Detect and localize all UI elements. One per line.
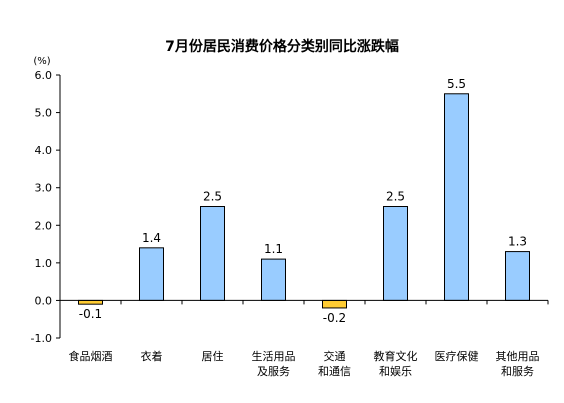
bar bbox=[78, 299, 103, 305]
data-label: 2.5 bbox=[203, 190, 222, 204]
category-label: 生活用品 bbox=[252, 349, 296, 363]
y-tick-label: 6.0 bbox=[35, 69, 53, 82]
bar bbox=[261, 258, 286, 301]
category-label: 食品烟酒 bbox=[69, 349, 113, 363]
category-label: 医疗保健 bbox=[435, 349, 479, 363]
data-label: 1.1 bbox=[264, 242, 283, 256]
y-tick-label: 3.0 bbox=[35, 182, 53, 195]
category-label: 居住 bbox=[202, 349, 224, 363]
bar bbox=[322, 299, 347, 309]
data-labels: -0.1 1.4 2.5 1.1 -0.2 2.5 5.5 1.3 bbox=[79, 77, 527, 325]
bar bbox=[139, 247, 164, 301]
category-label: 教育文化 bbox=[374, 349, 418, 363]
data-label: 2.5 bbox=[386, 190, 405, 204]
y-tick-label: 2.0 bbox=[35, 219, 53, 232]
category-label: 和娱乐 bbox=[379, 364, 412, 378]
bar bbox=[444, 93, 469, 301]
chart-title: 7月份居民消费价格分类别同比涨跌幅 bbox=[165, 38, 399, 55]
y-tick-label: 4.0 bbox=[35, 144, 53, 157]
bar bbox=[200, 206, 225, 301]
y-tick-label: 1.0 bbox=[35, 257, 53, 270]
data-label: 1.4 bbox=[142, 231, 161, 245]
category-label: 和通信 bbox=[318, 365, 351, 378]
y-axis-unit-label: (%) bbox=[33, 56, 50, 67]
data-label: -0.1 bbox=[79, 307, 102, 321]
data-label: -0.2 bbox=[323, 311, 346, 325]
category-label: 其他用品 bbox=[496, 350, 540, 363]
bar bbox=[383, 206, 408, 301]
category-label: 和服务 bbox=[501, 365, 534, 378]
data-label: 5.5 bbox=[447, 77, 466, 91]
category-label: 及服务 bbox=[257, 365, 290, 378]
y-tick-label: 0.0 bbox=[35, 294, 53, 307]
y-axis-ticks: 6.0 5.0 4.0 3.0 2.0 1.0 0.0 -1.0 bbox=[31, 69, 60, 345]
axes bbox=[59, 75, 549, 338]
data-label: 1.3 bbox=[508, 235, 527, 249]
category-label: 衣着 bbox=[141, 349, 163, 363]
y-tick-label: 5.0 bbox=[35, 107, 53, 120]
bar bbox=[505, 251, 530, 301]
bars bbox=[78, 93, 530, 309]
category-label: 交通 bbox=[324, 349, 346, 363]
y-tick-label: -1.0 bbox=[31, 332, 52, 345]
